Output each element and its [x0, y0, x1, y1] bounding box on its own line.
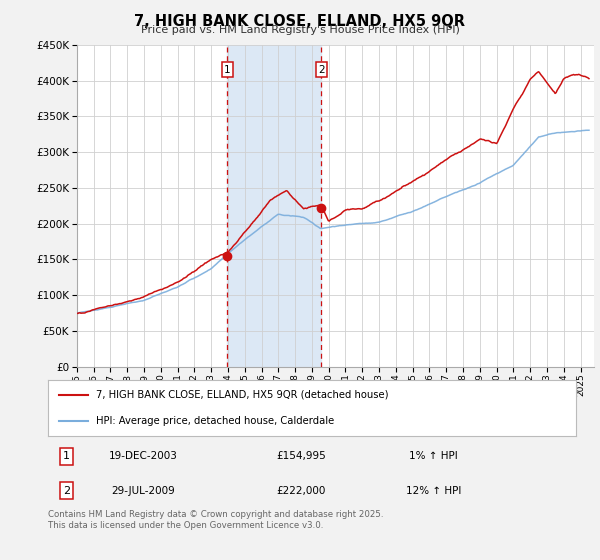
Text: HPI: Average price, detached house, Calderdale: HPI: Average price, detached house, Cald…: [95, 416, 334, 426]
Text: 19-DEC-2003: 19-DEC-2003: [109, 451, 178, 461]
Text: 29-JUL-2009: 29-JUL-2009: [111, 486, 175, 496]
Text: Price paid vs. HM Land Registry's House Price Index (HPI): Price paid vs. HM Land Registry's House …: [140, 25, 460, 35]
Text: 1% ↑ HPI: 1% ↑ HPI: [409, 451, 458, 461]
Text: 2: 2: [318, 65, 325, 75]
Text: 2: 2: [63, 486, 70, 496]
Bar: [227, 45, 322, 367]
Text: 7, HIGH BANK CLOSE, ELLAND, HX5 9QR: 7, HIGH BANK CLOSE, ELLAND, HX5 9QR: [134, 14, 466, 29]
Text: £154,995: £154,995: [277, 451, 326, 461]
Text: 1: 1: [63, 451, 70, 461]
Text: 1: 1: [224, 65, 231, 75]
Text: £222,000: £222,000: [277, 486, 326, 496]
Text: 7, HIGH BANK CLOSE, ELLAND, HX5 9QR (detached house): 7, HIGH BANK CLOSE, ELLAND, HX5 9QR (det…: [95, 390, 388, 400]
Text: Contains HM Land Registry data © Crown copyright and database right 2025.
This d: Contains HM Land Registry data © Crown c…: [48, 510, 383, 530]
Text: 12% ↑ HPI: 12% ↑ HPI: [406, 486, 461, 496]
